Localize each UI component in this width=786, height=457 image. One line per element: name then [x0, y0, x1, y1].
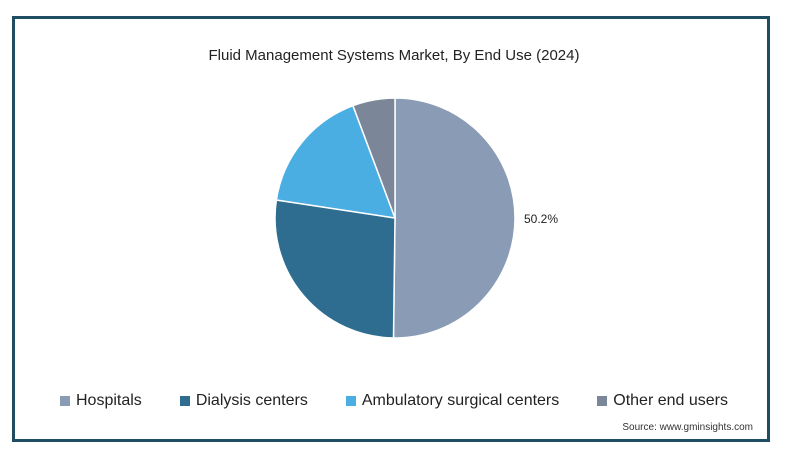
legend-item-ambulatory-surgical-centers: Ambulatory surgical centers [345, 392, 560, 410]
chart-frame: Fluid Management Systems Market, By End … [12, 16, 770, 442]
legend-item-other-end-users: Other end users [597, 392, 728, 410]
legend-item-hospitals: Hospitals [60, 392, 142, 410]
legend-label-ambulatory-surgical-centers: Ambulatory surgical centers [361, 392, 560, 409]
legend-label-dialysis-centers: Dialysis centers [195, 392, 308, 409]
pie-chart: 50.2% [274, 97, 558, 339]
legend-swatch-other-end-users [597, 396, 608, 406]
legend-label-hospitals: Hospitals [76, 392, 142, 409]
legend-swatch-dialysis-centers [179, 396, 190, 406]
pie-slice-ambulatory-surgical-centers [275, 104, 397, 219]
data-label-hospitals: 50.2% [524, 212, 558, 226]
legend-swatch-ambulatory-surgical-centers [345, 396, 356, 406]
source-note: Source: www.gminsights.com [622, 422, 753, 433]
legend-item-dialysis-centers: Dialysis centers [179, 392, 308, 410]
legend-swatch-hospitals [60, 396, 70, 406]
chart-title: Fluid Management Systems Market, By End … [208, 47, 580, 64]
pie-slice-hospitals [392, 97, 516, 339]
pie-slice-dialysis-centers [274, 199, 396, 339]
legend-label-other-end-users: Other end users [613, 392, 728, 409]
chart-legend: Hospitals Dialysis centers Ambulatory su… [15, 392, 773, 410]
pie-slice-other-end-users [351, 97, 396, 219]
